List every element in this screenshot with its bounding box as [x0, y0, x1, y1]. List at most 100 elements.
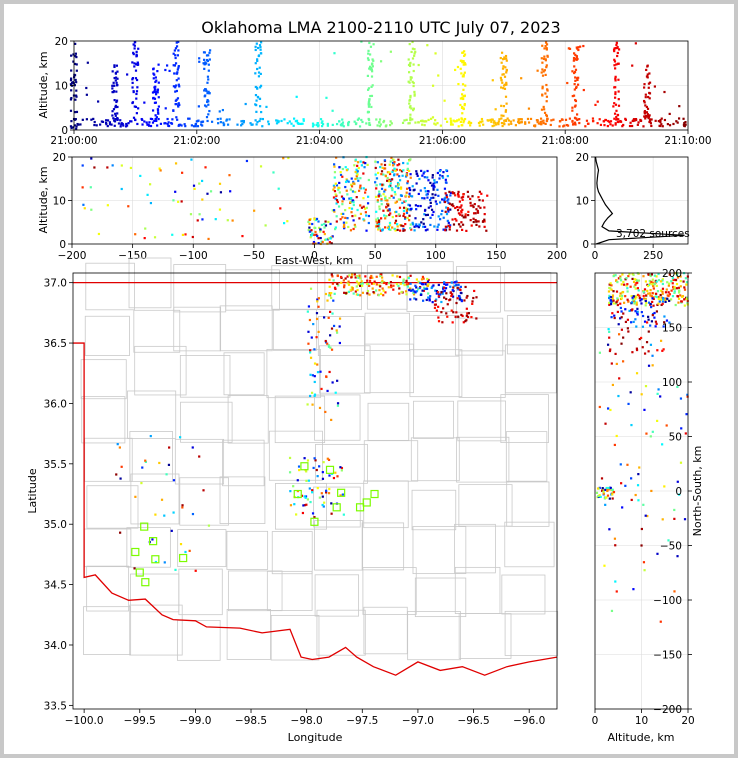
time-altitude-point	[481, 120, 484, 123]
plan-view-point	[296, 479, 299, 482]
time-altitude-point	[500, 51, 504, 54]
time-altitude-point	[437, 74, 440, 77]
ns-point	[622, 312, 625, 315]
east-west-point	[378, 193, 381, 196]
east-west-point	[376, 171, 380, 175]
county-boundary	[129, 604, 183, 656]
ns-point	[674, 278, 678, 282]
east-west-point	[389, 182, 392, 185]
ns-point	[634, 287, 637, 290]
plan-view-point	[380, 292, 383, 295]
lma-station-marker	[332, 503, 341, 512]
plan-view-point	[337, 284, 340, 287]
plan-view-point	[309, 287, 313, 290]
time-altitude-point	[544, 92, 547, 95]
plan-view-point	[300, 494, 304, 497]
time-altitude-point	[617, 62, 620, 65]
time-altitude-point	[302, 119, 305, 122]
ns-point	[667, 291, 670, 294]
time-altitude-point	[368, 103, 371, 106]
east-west-point	[180, 200, 183, 203]
ns-point	[642, 275, 645, 278]
time-altitude-point	[514, 124, 518, 127]
east-west-point	[472, 217, 475, 220]
plan-view-point	[301, 511, 305, 515]
plan-view-point	[316, 371, 320, 374]
plan-view-point	[327, 458, 331, 462]
time-altitude-point	[493, 120, 496, 123]
plan-view-point	[354, 276, 357, 279]
east-west-point	[200, 179, 204, 183]
time-altitude-point	[154, 91, 157, 94]
east-west-point	[391, 169, 395, 172]
map-tick-label: −99.5	[124, 715, 156, 727]
plan-view-point	[315, 317, 319, 321]
east-west-point	[214, 218, 217, 221]
east-west-point	[402, 228, 405, 231]
east-west-point	[451, 218, 454, 221]
east-west-point	[323, 226, 326, 229]
time-altitude-point	[648, 81, 652, 84]
east-west-point	[444, 192, 447, 195]
east-west-point	[332, 188, 335, 191]
plan-view-point	[330, 291, 333, 295]
plan-view-point	[315, 336, 318, 339]
plan-view-point	[361, 282, 364, 285]
time-altitude-point	[116, 105, 119, 109]
time-altitude-point	[576, 83, 580, 86]
plan-view-point	[402, 279, 405, 282]
east-west-point	[394, 169, 397, 172]
time-altitude-point	[603, 124, 606, 127]
ns-point	[666, 297, 669, 300]
ns-point	[644, 299, 647, 303]
time-altitude-point	[478, 124, 481, 127]
time-altitude-point	[259, 72, 262, 76]
plan-view-point	[445, 292, 448, 295]
east-west-point	[452, 204, 455, 208]
time-altitude-point	[660, 117, 663, 120]
ns-point	[669, 298, 673, 301]
ns-point	[630, 423, 633, 427]
ns-point	[671, 277, 674, 280]
time-altitude-point	[153, 119, 156, 123]
ns-point	[673, 286, 676, 289]
east-west-point	[333, 163, 336, 166]
time-altitude-point	[205, 54, 209, 57]
east-west-point	[380, 173, 383, 176]
time-altitude-point	[367, 87, 371, 90]
time-altitude-point	[198, 57, 201, 60]
time-altitude-point	[206, 92, 209, 95]
plan-view-point	[188, 549, 191, 552]
time-altitude-point	[647, 82, 651, 85]
time-altitude-point	[115, 64, 119, 67]
county-boundary	[179, 355, 231, 398]
time-altitude-point	[585, 119, 589, 122]
time-altitude-point	[524, 122, 527, 125]
east-west-point	[414, 225, 418, 228]
time-altitude-point	[164, 107, 167, 110]
time-altitude-point	[101, 120, 105, 123]
time-altitude-point	[90, 118, 93, 121]
time-altitude-point	[275, 119, 278, 122]
time-altitude-point	[497, 123, 500, 126]
time-altitude-point	[201, 124, 204, 127]
ns-point	[630, 321, 633, 324]
time-altitude-point	[573, 83, 576, 86]
time-altitude-point	[228, 118, 231, 121]
plan-view-point	[320, 387, 323, 391]
plan-view-point	[455, 280, 458, 283]
time-altitude-point	[74, 42, 77, 45]
ns-point	[676, 480, 679, 483]
plan-view-point	[347, 283, 351, 286]
time-altitude-point	[172, 64, 175, 67]
east-west-point	[328, 241, 331, 244]
ns-point	[631, 308, 634, 311]
plan-view-point	[455, 283, 458, 287]
east-west-point	[362, 205, 365, 208]
plan-view-point	[371, 276, 374, 279]
ns-point	[606, 343, 610, 346]
east-west-point	[362, 172, 365, 175]
east-west-point	[442, 216, 445, 219]
time-altitude-point	[70, 96, 73, 100]
ns-point	[670, 289, 673, 292]
